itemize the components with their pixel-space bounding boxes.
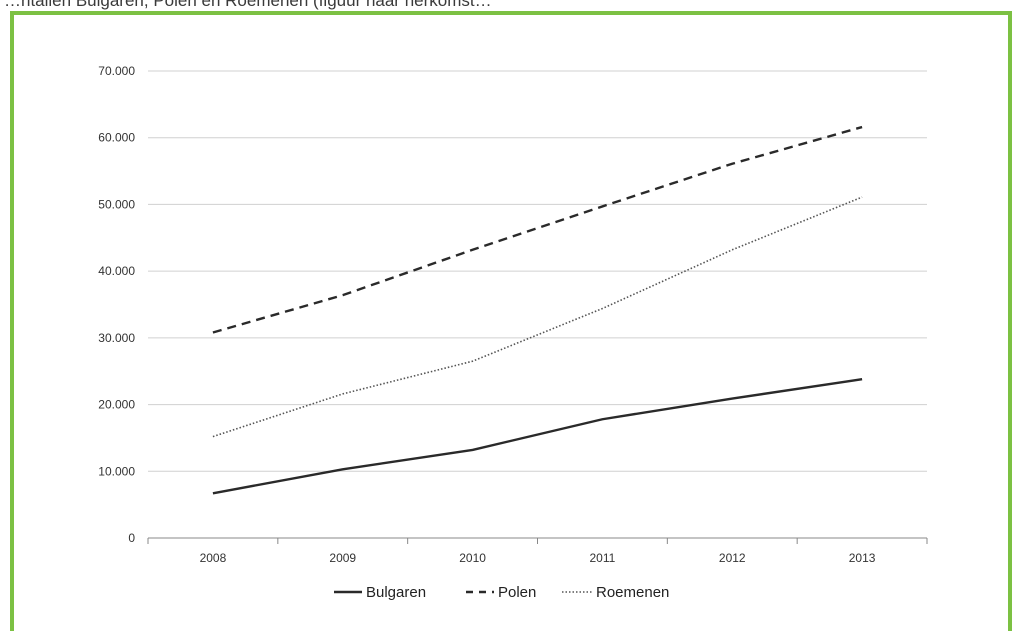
x-tick-label: 2013 [849, 551, 876, 565]
legend-label-bulgaren: Bulgaren [366, 584, 426, 601]
x-axis [148, 538, 927, 544]
line-chart: 0 10.000 20.000 30.000 40.000 50.000 60.000 70.… [0, 0, 1017, 617]
y-tick-label: 60.000 [98, 131, 135, 145]
y-tick-label: 20.000 [98, 398, 135, 412]
y-tick-label: 40.000 [98, 264, 135, 278]
gridlines [148, 71, 927, 471]
legend-label-polen: Polen [498, 584, 536, 601]
x-axis-ticks: 2008 2009 2010 2011 2012 2013 [200, 551, 876, 565]
series-line-roemenen [213, 197, 862, 437]
series-line-bulgaren [213, 379, 862, 493]
x-tick-label: 2008 [200, 551, 227, 565]
y-tick-label: 70.000 [98, 64, 135, 78]
series-lines [213, 127, 862, 493]
x-tick-label: 2010 [459, 551, 486, 565]
legend: Bulgaren Polen Roemenen [334, 584, 669, 601]
y-axis-ticks: 0 10.000 20.000 30.000 40.000 50.000 60.000 70.… [98, 64, 135, 545]
y-tick-label: 50.000 [98, 197, 135, 211]
x-tick-label: 2011 [590, 551, 616, 565]
x-tick-label: 2009 [329, 551, 356, 565]
legend-label-roemenen: Roemenen [596, 584, 669, 601]
y-tick-label: 10.000 [98, 464, 135, 478]
y-tick-label: 30.000 [98, 331, 135, 345]
y-tick-label: 0 [128, 531, 135, 545]
x-tick-label: 2012 [719, 551, 746, 565]
series-line-polen [213, 127, 862, 332]
